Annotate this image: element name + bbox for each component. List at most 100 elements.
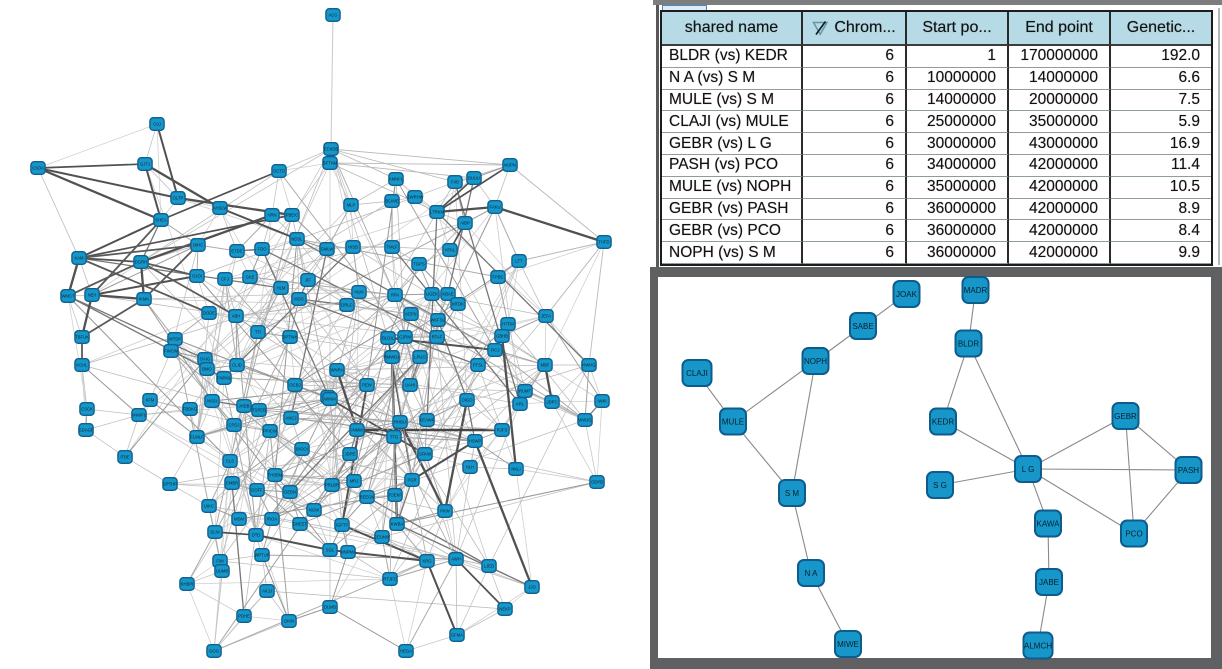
svg-text:WMCT: WMCT <box>61 294 74 299</box>
svg-text:MIWE: MIWE <box>837 640 859 649</box>
svg-text:CFJ: CFJ <box>221 277 229 282</box>
svg-text:N A: N A <box>805 569 819 578</box>
svg-text:THSBM: THSBM <box>268 473 283 478</box>
svg-text:PKW: PKW <box>440 509 450 514</box>
svg-text:ALMCH: ALMCH <box>1024 641 1052 650</box>
svg-text:ETDE: ETDE <box>231 249 242 254</box>
svg-text:HTKL: HTKL <box>445 248 456 253</box>
svg-text:BLDR: BLDR <box>958 339 980 348</box>
svg-text:PTSL: PTSL <box>473 363 484 368</box>
svg-text:CEUNW: CEUNW <box>374 535 390 540</box>
svg-text:OIGO: OIGO <box>462 398 474 403</box>
svg-text:SABE: SABE <box>852 322 873 331</box>
svg-text:NDSL: NDSL <box>291 237 303 242</box>
svg-text:BCIME: BCIME <box>385 199 398 204</box>
svg-text:OCBJ: OCBJ <box>289 383 300 388</box>
svg-text:OJJ: OJJ <box>153 122 160 127</box>
svg-text:HLH: HLH <box>466 465 474 470</box>
svg-text:RMWDA: RMWDA <box>384 355 400 360</box>
svg-text:WPTUP: WPTUP <box>254 553 269 558</box>
svg-text:WINM: WINM <box>324 397 336 402</box>
svg-text:OJOI: OJOI <box>192 274 202 279</box>
svg-text:ABH: ABH <box>232 314 241 319</box>
svg-text:BUUU: BUUU <box>468 176 480 181</box>
svg-text:OCTD: OCTD <box>273 169 285 174</box>
svg-text:PCO: PCO <box>1125 529 1142 538</box>
svg-text:FOO: FOO <box>257 247 267 252</box>
svg-text:FPBC: FPBC <box>492 275 503 280</box>
svg-text:FWCW: FWCW <box>164 349 178 354</box>
svg-text:WWJG: WWJG <box>578 418 591 423</box>
svg-text:GEBN: GEBN <box>284 490 296 495</box>
svg-text:OLTP: OLTP <box>173 196 184 201</box>
svg-text:KEFN: KEFN <box>405 312 416 317</box>
svg-text:MRJ: MRJ <box>350 479 359 484</box>
svg-text:ODPB: ODPB <box>591 480 603 485</box>
svg-text:LJED: LJED <box>484 564 494 569</box>
svg-text:TBFUK: TBFUK <box>75 335 89 340</box>
svg-text:NOPH: NOPH <box>804 357 827 366</box>
svg-text:HEGA: HEGA <box>400 649 412 654</box>
svg-text:RPA: RPA <box>391 293 400 298</box>
svg-text:BEEGK: BEEGK <box>360 495 375 500</box>
svg-text:HWHG: HWHG <box>582 363 595 368</box>
svg-text:JIF: JIF <box>305 278 311 283</box>
svg-text:CJRM: CJRM <box>399 335 411 340</box>
svg-text:TSPEB: TSPEB <box>252 408 266 413</box>
svg-text:WKFSU: WKFSU <box>430 318 445 323</box>
svg-text:IWKI: IWKI <box>597 399 606 404</box>
svg-text:KEDR: KEDR <box>932 417 954 426</box>
svg-text:TMLF: TMLF <box>387 245 398 250</box>
svg-text:JJO: JJO <box>528 585 536 590</box>
svg-text:PASH: PASH <box>1178 466 1199 475</box>
svg-text:FBDKG: FBDKG <box>183 407 197 412</box>
svg-text:CSOA: CSOA <box>32 166 44 171</box>
svg-text:PDHE: PDHE <box>238 614 250 619</box>
svg-text:JDPE: JDPE <box>345 452 356 457</box>
svg-text:DGRH: DGRH <box>135 260 147 265</box>
svg-text:TTG: TTG <box>390 435 398 440</box>
svg-text:HSWP: HSWP <box>469 439 482 444</box>
svg-text:RHBU: RHBU <box>394 420 406 425</box>
svg-text:ACG: ACG <box>328 13 337 18</box>
svg-text:SFKW: SFKW <box>419 452 431 457</box>
svg-text:KCHL: KCHL <box>76 363 88 368</box>
svg-text:JOAK: JOAK <box>896 290 918 299</box>
svg-text:LPUO: LPUO <box>414 355 426 360</box>
svg-text:S G: S G <box>933 481 947 490</box>
svg-text:JEFA: JEFA <box>541 314 551 319</box>
svg-text:MLP: MLP <box>347 203 356 208</box>
svg-text:CLAJI: CLAJI <box>686 369 708 378</box>
svg-text:GMLW: GMLW <box>321 247 334 252</box>
svg-text:RTAF: RTAF <box>432 335 443 340</box>
svg-text:WTDP: WTDP <box>169 337 182 342</box>
svg-text:NEH: NEH <box>88 293 97 298</box>
svg-text:HISB: HISB <box>348 245 358 250</box>
svg-text:OIHC: OIHC <box>193 243 203 248</box>
svg-text:KEAWP: KEAWP <box>420 418 435 423</box>
svg-text:DTD: DTD <box>252 533 261 538</box>
svg-text:SLNI: SLNI <box>210 530 219 535</box>
svg-text:PPICW: PPICW <box>263 429 277 434</box>
svg-text:DRLC: DRLC <box>341 303 352 308</box>
svg-text:DOFF: DOFF <box>251 488 263 493</box>
svg-text:IKMK: IKMK <box>139 297 149 302</box>
svg-text:OKIN: OKIN <box>284 619 294 624</box>
svg-text:BLGIL: BLGIL <box>382 336 395 341</box>
svg-text:FAKU: FAKU <box>490 205 501 210</box>
svg-text:MNPMA: MNPMA <box>340 550 356 555</box>
svg-text:UAHI: UAHI <box>405 383 415 388</box>
svg-text:INMM: INMM <box>351 428 363 433</box>
svg-text:TTI: TTI <box>255 330 261 335</box>
svg-text:KFM: KFM <box>146 398 155 403</box>
svg-text:PBEIC: PBEIC <box>286 213 299 218</box>
svg-text:IGFTF: IGFTF <box>336 523 349 528</box>
svg-text:NSSI: NSSI <box>207 399 217 404</box>
svg-text:S M: S M <box>785 489 800 498</box>
svg-text:WNRA: WNRA <box>331 368 344 373</box>
svg-text:OAIG: OAIG <box>200 357 210 362</box>
svg-text:KRG: KRG <box>422 559 431 564</box>
svg-text:DPTWH: DPTWH <box>282 335 297 340</box>
svg-text:SPTHP: SPTHP <box>163 482 177 487</box>
svg-text:GBHB: GBHB <box>496 334 508 339</box>
